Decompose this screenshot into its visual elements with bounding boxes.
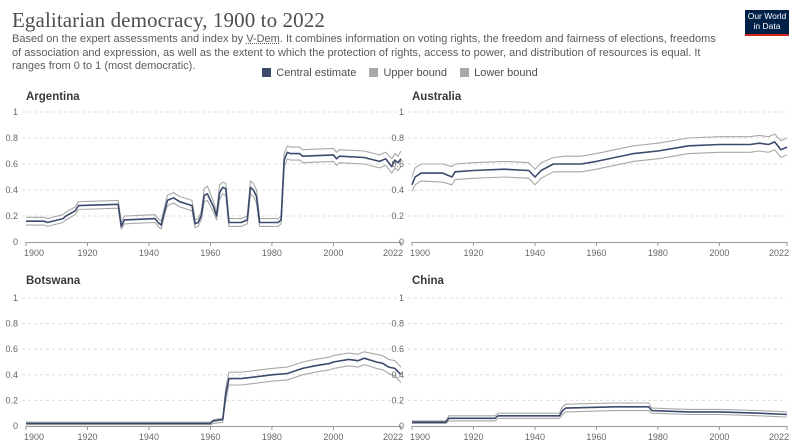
logo-line-1: Our World xyxy=(747,11,787,21)
legend-swatch-central xyxy=(262,68,272,77)
x-tick-label: 2022 xyxy=(383,432,403,442)
y-tick-label: 0.6 xyxy=(391,344,404,354)
y-tick-label: 0 xyxy=(399,237,404,247)
series-line-lower-bound-argentina[interactable] xyxy=(26,158,402,230)
x-tick-label: 2022 xyxy=(769,248,789,258)
x-tick-label: 1900 xyxy=(410,248,430,258)
logo-red-bar xyxy=(745,34,789,36)
owid-logo[interactable]: Our World in Data xyxy=(745,10,789,36)
series-line-lower-bound-australia[interactable] xyxy=(411,149,788,192)
x-tick-label: 1900 xyxy=(410,432,430,442)
x-tick-label: 1900 xyxy=(24,248,44,258)
y-tick-label: 0.6 xyxy=(5,159,18,169)
legend-swatch-lower xyxy=(460,68,470,77)
subtitle-text-start: Based on the expert assessments and inde… xyxy=(12,33,247,45)
x-tick-label: 1940 xyxy=(525,432,545,442)
y-tick-label: 1 xyxy=(399,107,404,117)
y-tick-label: 1 xyxy=(13,293,18,303)
y-tick-label: 0.6 xyxy=(391,159,404,169)
chart-subtitle: Based on the expert assessments and inde… xyxy=(12,33,724,74)
series-line-upper-bound-australia[interactable] xyxy=(411,133,788,178)
y-tick-label: 0.2 xyxy=(391,395,404,405)
legend-item-central[interactable]: Central estimate xyxy=(262,67,356,79)
y-tick-label: 0.8 xyxy=(391,319,404,329)
y-tick-label: 0 xyxy=(399,421,404,431)
x-tick-label: 1940 xyxy=(139,248,159,258)
panel-title-botswana: Botswana xyxy=(26,275,81,287)
y-tick-label: 0.2 xyxy=(5,395,18,405)
series-line-central-estimate-china[interactable] xyxy=(412,405,788,424)
y-tick-label: 0.2 xyxy=(5,211,18,221)
x-tick-label: 1940 xyxy=(139,432,159,442)
panel-title-australia: Australia xyxy=(412,91,462,103)
legend-item-lower[interactable]: Lower bound xyxy=(460,67,538,79)
series-line-upper-bound-argentina[interactable] xyxy=(26,145,402,224)
x-tick-label: 1920 xyxy=(463,432,483,442)
panel-title-argentina: Argentina xyxy=(26,91,80,103)
chart-title: Egalitarian democracy, 1900 to 2022 xyxy=(12,8,325,32)
y-tick-label: 0.2 xyxy=(391,211,404,221)
x-tick-label: 1960 xyxy=(200,432,220,442)
x-tick-label: 1920 xyxy=(77,248,97,258)
legend-label-upper: Upper bound xyxy=(383,67,448,79)
x-tick-label: 2022 xyxy=(383,248,403,258)
panel-china: China 0 0.2 0.4 0.6 0.8 1 1900 1920 1940 1960 1980 2… xyxy=(391,275,789,442)
x-tick-label: 1960 xyxy=(586,248,606,258)
x-tick-label: 1980 xyxy=(262,248,282,258)
series-line-central-estimate-botswana[interactable] xyxy=(26,357,402,425)
vdem-link[interactable]: V-Dem xyxy=(246,33,280,45)
x-tick-label: 1920 xyxy=(463,248,483,258)
y-tick-label: 0.8 xyxy=(391,133,404,143)
x-tick-label: 2000 xyxy=(709,248,729,258)
y-tick-label: 0 xyxy=(13,421,18,431)
series-line-lower-bound-china[interactable] xyxy=(412,410,788,424)
y-tick-label: 0.4 xyxy=(5,185,18,195)
x-tick-label: 2000 xyxy=(709,432,729,442)
legend: Central estimate Upper bound Lower bound xyxy=(0,67,800,79)
y-tick-label: 0.4 xyxy=(391,185,404,195)
x-tick-label: 1960 xyxy=(200,248,220,258)
y-tick-label: 0.4 xyxy=(5,370,18,380)
y-tick-label: 0 xyxy=(13,237,18,247)
x-tick-label: 1940 xyxy=(525,248,545,258)
series-line-central-estimate-argentina[interactable] xyxy=(26,151,402,228)
subtitle-text-end: . It combines information on voting righ… xyxy=(12,33,716,72)
x-tick-label: 1980 xyxy=(648,432,668,442)
panel-argentina: Argentina 0 0.2 0.4 0.6 0.8 1 1900 1920 1940 1960 1… xyxy=(5,91,403,258)
y-tick-label: 1 xyxy=(399,293,404,303)
y-tick-label: 0.4 xyxy=(391,370,404,380)
x-tick-label: 1980 xyxy=(262,432,282,442)
legend-item-upper[interactable]: Upper bound xyxy=(369,67,447,79)
y-tick-label: 0.8 xyxy=(5,133,18,143)
panel-title-china: China xyxy=(412,275,445,287)
x-tick-label: 1960 xyxy=(586,432,606,442)
legend-label-lower: Lower bound xyxy=(474,67,538,79)
logo-line-2: in Data xyxy=(753,20,781,31)
x-tick-label: 2000 xyxy=(323,432,343,442)
panel-australia: Australia 0 0.2 0.4 0.6 0.8 1 1900 1920 1940 1960 1… xyxy=(391,91,789,258)
series-line-lower-bound-botswana[interactable] xyxy=(26,364,402,426)
legend-swatch-upper xyxy=(369,68,379,77)
x-tick-label: 1980 xyxy=(648,248,668,258)
series-line-upper-bound-china[interactable] xyxy=(412,402,788,422)
series-line-central-estimate-australia[interactable] xyxy=(411,141,788,186)
x-tick-label: 1900 xyxy=(24,432,44,442)
y-tick-label: 0.6 xyxy=(5,344,18,354)
y-tick-label: 1 xyxy=(13,107,18,117)
legend-label-central: Central estimate xyxy=(276,67,357,79)
x-tick-label: 1920 xyxy=(77,432,97,442)
series-line-upper-bound-botswana[interactable] xyxy=(26,351,402,423)
x-tick-label: 2000 xyxy=(323,248,343,258)
x-tick-label: 2022 xyxy=(769,432,789,442)
panel-botswana: Botswana 0 0.2 0.4 0.6 0.8 1 1900 1920 1940 1960 19… xyxy=(5,275,403,442)
y-tick-label: 0.8 xyxy=(5,319,18,329)
